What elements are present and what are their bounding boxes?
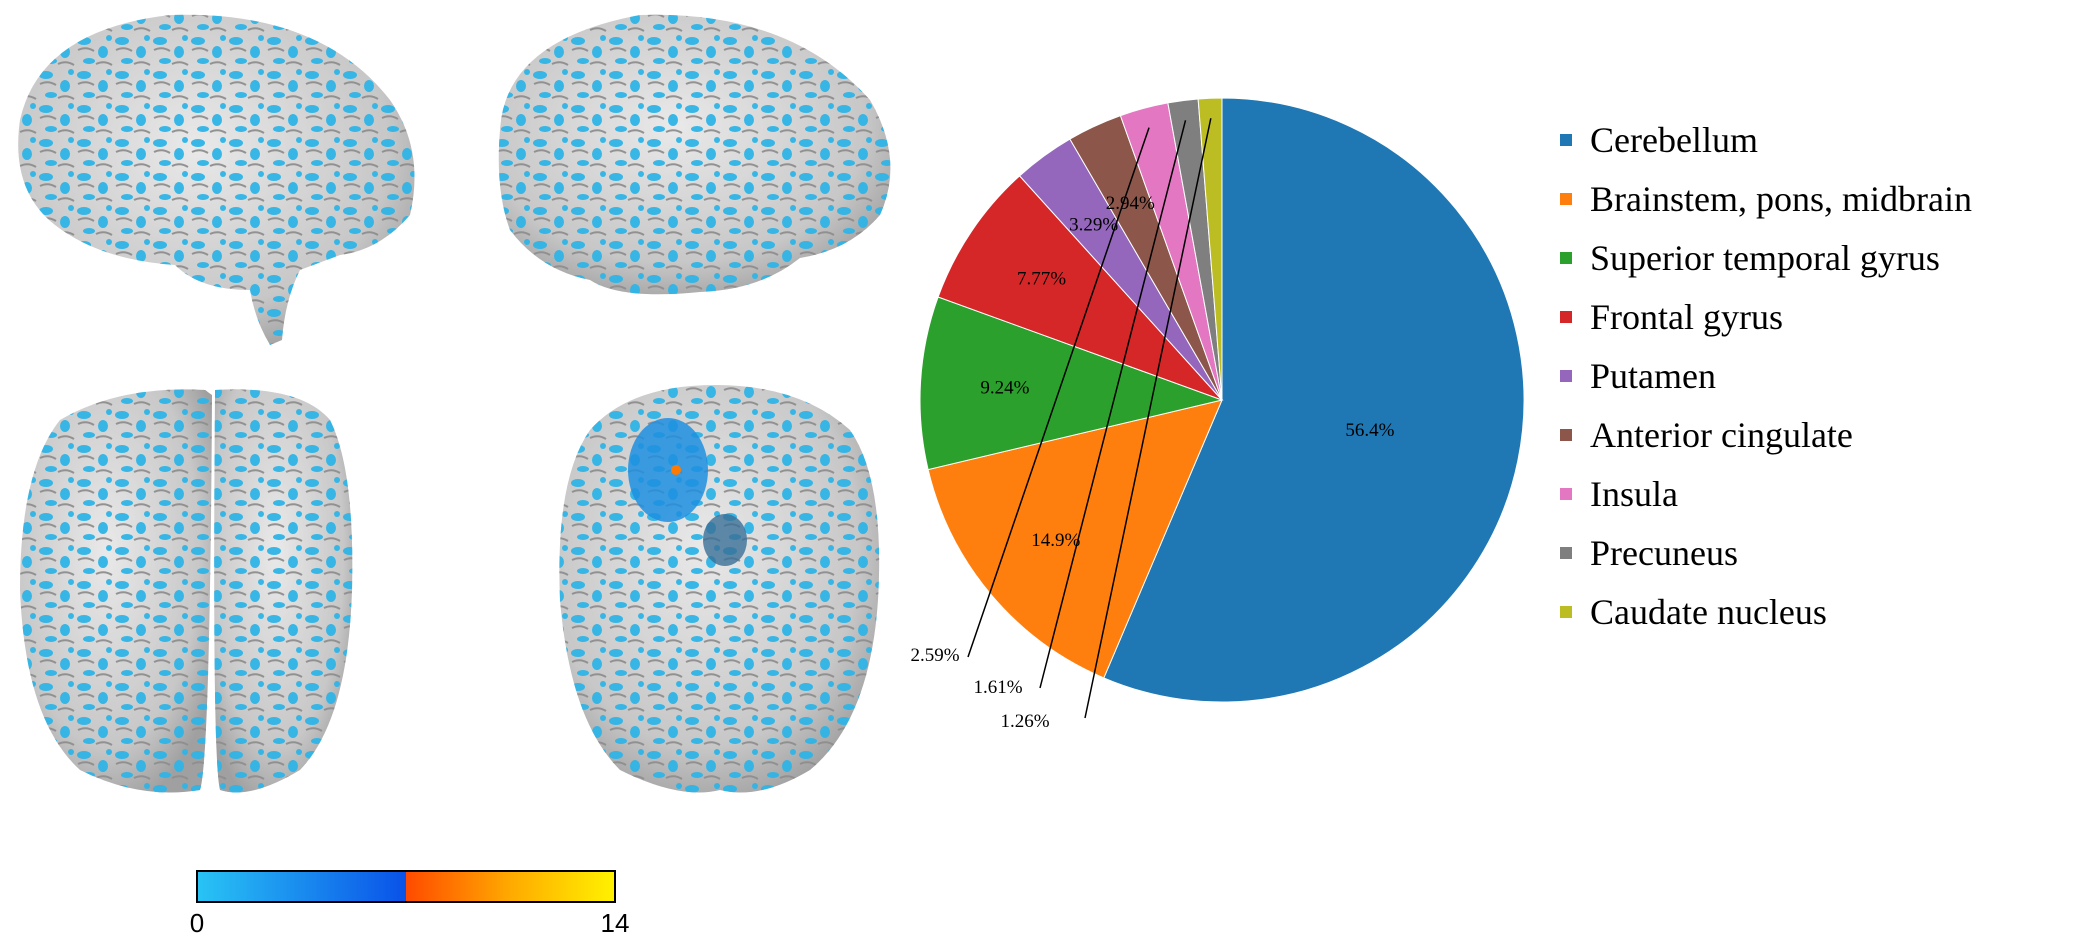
pie-slice-label: 2.59% <box>910 645 959 666</box>
legend-item: Cerebellum <box>1560 110 1972 169</box>
colorbar-min-label: 0 <box>190 908 204 938</box>
pie-slice-label: 2.94% <box>1106 193 1155 214</box>
legend: Cerebellum Brainstem, pons, midbrain Super… <box>1560 110 1972 641</box>
pie-slice-label: 7.77% <box>1017 269 1066 290</box>
pie-leader-line <box>1084 118 1212 719</box>
brain-left-lateral-view <box>18 14 415 345</box>
brain-superior-view <box>20 389 353 793</box>
brain-right-lateral-view <box>498 14 891 295</box>
legend-label: Anterior cingulate <box>1590 414 1853 455</box>
pie-slice-cerebellum <box>1103 97 1525 703</box>
legend-swatch <box>1560 487 1572 500</box>
pie-slice-label: 9.24% <box>980 377 1029 398</box>
legend-swatch <box>1560 310 1572 323</box>
legend-swatch <box>1560 369 1572 382</box>
legend-label: Putamen <box>1590 355 1716 396</box>
colorbar: 0 14 <box>190 870 630 938</box>
pie-slice-brainstem-pons-midbrain <box>927 399 1223 679</box>
brain-renderings-panel: 0 14 <box>18 14 891 938</box>
legend-item: Caudate nucleus <box>1560 582 1972 641</box>
pie-slice-frontal-gyrus <box>937 175 1223 401</box>
legend-swatch <box>1560 133 1572 146</box>
legend-swatch <box>1560 192 1572 205</box>
legend-item: Precuneus <box>1560 523 1972 582</box>
legend-item: Anterior cingulate <box>1560 405 1972 464</box>
pie-slice-caudate-nucleus <box>1197 97 1223 401</box>
pie-slices <box>919 97 1525 703</box>
legend-item: Superior temporal gyrus <box>1560 228 1972 287</box>
pie-slice-label: 14.9% <box>1031 530 1080 551</box>
pie-slice-label: 1.61% <box>973 677 1022 698</box>
legend-label: Superior temporal gyrus <box>1590 237 1940 278</box>
legend-swatch <box>1560 428 1572 441</box>
legend-swatch <box>1560 546 1572 559</box>
pie-slice-superior-temporal-gyrus <box>919 296 1224 471</box>
pie-slice-label: 1.26% <box>1000 711 1049 732</box>
legend-swatch <box>1560 251 1572 264</box>
pie-slice-label: 3.29% <box>1069 214 1118 235</box>
pie-leader-line <box>967 127 1150 658</box>
legend-swatch <box>1560 605 1572 618</box>
pie-slice-label: 56.4% <box>1345 420 1394 441</box>
pie-chart: 56.4% 14.9% 9.24% 7.77% 3.29%2.94% 2.59% 1.61%… <box>910 97 1525 732</box>
legend-item: Putamen <box>1560 346 1972 405</box>
colorbar-max-label: 14 <box>601 908 630 938</box>
pie-labels: 56.4% 14.9% 9.24% 7.77% 3.29%2.94% 2.59% 1.61%… <box>910 118 1395 732</box>
legend-item: Insula <box>1560 464 1972 523</box>
legend-item: Frontal gyrus <box>1560 287 1972 346</box>
brain-inferior-view <box>559 385 880 793</box>
legend-label: Frontal gyrus <box>1590 296 1783 337</box>
legend-label: Caudate nucleus <box>1590 591 1827 632</box>
legend-label: Precuneus <box>1590 532 1738 573</box>
legend-label: Insula <box>1590 473 1678 514</box>
legend-label: Brainstem, pons, midbrain <box>1590 178 1972 219</box>
legend-item: Brainstem, pons, midbrain <box>1560 169 1972 228</box>
legend-label: Cerebellum <box>1590 119 1758 160</box>
pie-leader-line <box>1039 120 1187 689</box>
